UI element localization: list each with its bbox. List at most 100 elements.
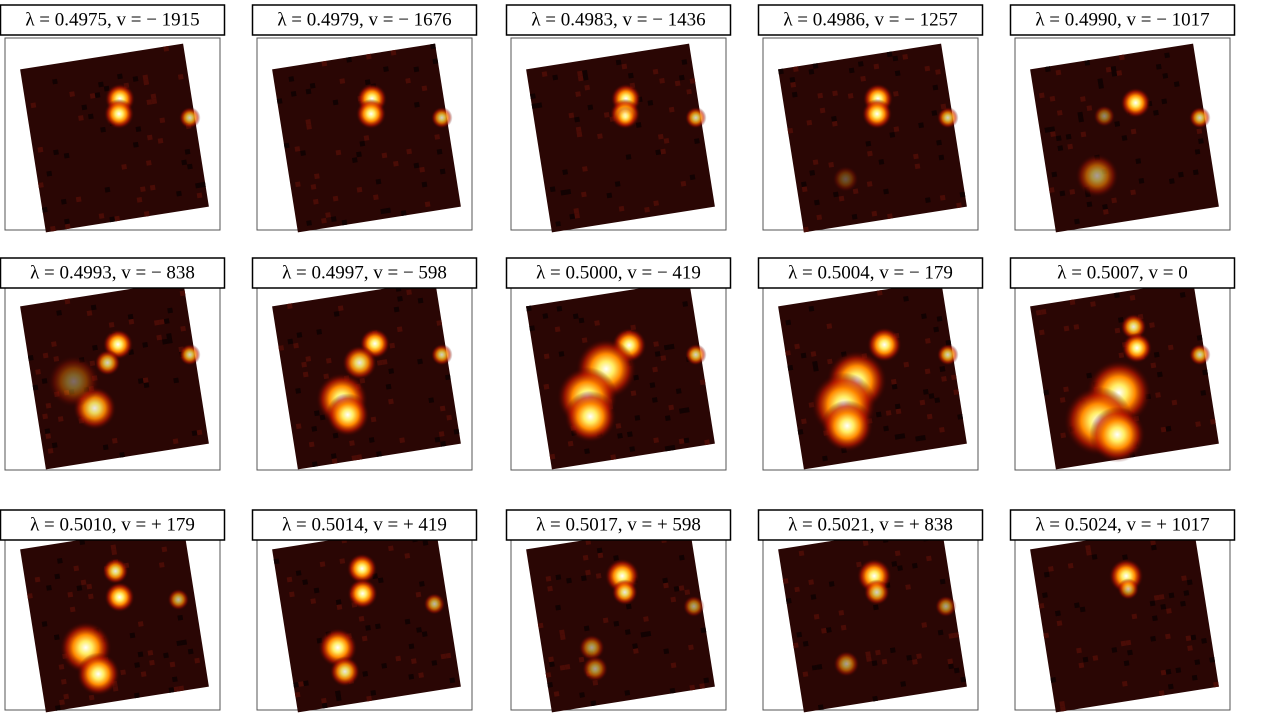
map-pixel	[833, 191, 839, 198]
map-pixel	[156, 334, 163, 341]
map-pixel	[1049, 95, 1056, 102]
channel-map	[1030, 43, 1219, 233]
map-pixel	[380, 208, 387, 215]
map-pixel	[801, 186, 808, 193]
map-background	[526, 523, 715, 713]
map-pixel	[137, 621, 144, 627]
map-pixel	[132, 76, 139, 82]
map-pixel	[948, 663, 954, 670]
map-pixel	[1038, 92, 1045, 99]
map-pixel	[100, 126, 106, 133]
map-pixel	[615, 423, 622, 429]
map-pixel	[564, 664, 571, 670]
map-pixel	[1082, 656, 1089, 663]
map-pixel	[922, 389, 929, 395]
panel-label: λ = 0.4983, v = − 1436	[531, 9, 705, 30]
map-pixel	[587, 104, 594, 111]
map-pixel	[683, 437, 690, 444]
map-pixel	[889, 647, 896, 654]
map-pixel	[822, 455, 828, 462]
map-pixel	[1138, 178, 1145, 184]
map-pixel	[422, 539, 429, 546]
map-pixel	[792, 66, 799, 73]
map-pixel	[439, 405, 446, 412]
map-pixel	[153, 319, 160, 326]
map-pixel	[56, 310, 62, 316]
panel: λ = 0.4997, v = − 598	[251, 257, 478, 471]
map-pixel	[785, 319, 792, 326]
map-pixel	[660, 148, 666, 155]
map-pixel	[92, 344, 98, 351]
map-pixel	[293, 681, 299, 688]
map-pixel	[924, 338, 931, 344]
map-pixel	[876, 289, 883, 296]
channel-map	[1030, 523, 1219, 713]
panel: λ = 0.5014, v = + 419	[251, 509, 478, 713]
map-pixel	[577, 75, 584, 82]
map-pixel	[1198, 138, 1204, 144]
map-pixel	[383, 66, 389, 72]
map-pixel	[44, 428, 51, 435]
panel: λ = 0.4979, v = − 1676	[251, 4, 478, 233]
map-pixel	[894, 403, 901, 410]
map-pixel	[937, 629, 944, 636]
map-pixel	[689, 174, 696, 181]
map-pixel	[578, 317, 585, 324]
emission-blob	[423, 593, 446, 615]
map-pixel	[178, 685, 185, 692]
emission-blob	[937, 106, 959, 129]
map-pixel	[294, 691, 301, 698]
map-pixel	[1179, 292, 1186, 298]
map-pixel	[789, 76, 796, 83]
map-pixel	[310, 598, 317, 604]
map-pixel	[810, 594, 817, 600]
map-pixel	[893, 126, 900, 133]
map-pixel	[689, 78, 696, 84]
map-pixel	[798, 550, 805, 557]
map-pixel	[114, 215, 120, 222]
emission-blob	[94, 349, 121, 376]
channel-map	[272, 280, 461, 470]
map-pixel	[87, 113, 94, 120]
map-pixel	[1079, 606, 1086, 613]
map-pixel	[319, 561, 326, 568]
map-pixel	[663, 648, 670, 655]
map-pixel	[1164, 52, 1170, 59]
map-pixel	[526, 305, 532, 312]
panel: λ = 0.4983, v = − 1436	[505, 4, 732, 233]
map-pixel	[1194, 148, 1201, 155]
map-pixel	[590, 700, 597, 707]
emission-blob	[683, 595, 705, 618]
map-pixel	[800, 352, 807, 359]
map-pixel	[1048, 566, 1054, 572]
map-pixel	[674, 80, 681, 87]
map-pixel	[305, 119, 312, 125]
map-pixel	[812, 360, 818, 367]
map-pixel	[653, 341, 659, 347]
map-pixel	[610, 454, 617, 461]
map-pixel	[862, 540, 869, 547]
emission-blob	[832, 166, 859, 192]
map-pixel	[1043, 389, 1050, 396]
map-pixel	[438, 431, 445, 437]
emission-blob	[578, 634, 605, 661]
panel-label: λ = 0.4997, v = − 598	[282, 262, 447, 283]
map-pixel	[60, 678, 67, 685]
map-pixel	[1111, 197, 1117, 204]
map-pixel	[42, 413, 48, 420]
emission-blob	[347, 578, 378, 609]
map-pixel	[86, 310, 93, 317]
emission-blob	[104, 98, 135, 129]
map-pixel	[866, 181, 873, 187]
map-pixel	[1186, 579, 1193, 586]
map-pixel	[424, 201, 431, 208]
map-pixel	[906, 654, 913, 661]
map-pixel	[440, 653, 447, 660]
map-pixel	[867, 150, 873, 157]
map-pixel	[953, 389, 960, 395]
map-pixel	[434, 436, 441, 443]
map-pixel	[1074, 602, 1080, 609]
map-pixel	[1078, 116, 1084, 123]
map-pixel	[903, 295, 909, 302]
map-pixel	[310, 184, 317, 190]
